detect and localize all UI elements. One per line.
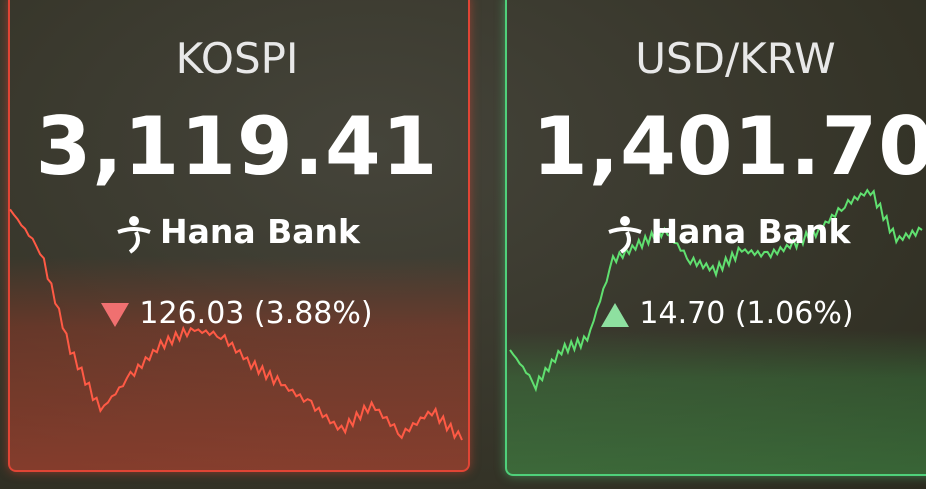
kospi-change-text: 126.03 (3.88%) <box>139 296 373 331</box>
usd-krw-panel <box>505 0 926 476</box>
up-triangle-icon <box>601 302 630 327</box>
kospi-title: KOSPI <box>175 34 299 83</box>
kospi-value: 3,119.41 <box>35 100 439 193</box>
usd-krw-line <box>509 188 923 393</box>
kospi-panel <box>8 0 470 472</box>
hana-logo-icon <box>607 215 642 254</box>
usd-krw-info: USD/KRW 1,401.70 Hana Bank 14.70 (1.06%) <box>505 0 926 470</box>
usd-krw-change-text: 14.70 (1.06%) <box>639 296 854 331</box>
usd-krw-value: 1,401.70 <box>532 100 926 193</box>
hana-bank-logo: Hana Bank <box>8 212 466 254</box>
kospi-change: 126.03 (3.88%) <box>8 296 466 331</box>
bank-name: Hana Bank <box>650 212 851 251</box>
down-triangle-icon <box>101 302 130 327</box>
kospi-line <box>9 208 463 441</box>
usd-krw-title: USD/KRW <box>635 34 836 83</box>
bank-name: Hana Bank <box>160 212 360 251</box>
kospi-info: KOSPI 3,119.41 Hana Bank 126.03 (3.88%) <box>8 0 466 470</box>
usd-krw-change: 14.70 (1.06%) <box>517 296 926 331</box>
hana-logo-icon <box>117 215 151 254</box>
hana-bank-logo: Hana Bank <box>517 212 926 254</box>
